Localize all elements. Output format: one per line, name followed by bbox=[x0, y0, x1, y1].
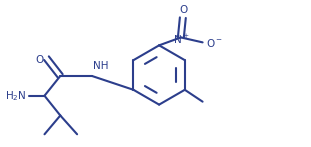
Text: N$^+$: N$^+$ bbox=[173, 33, 189, 46]
Text: O$^-$: O$^-$ bbox=[206, 37, 223, 49]
Text: NH: NH bbox=[93, 61, 109, 71]
Text: O: O bbox=[35, 55, 44, 65]
Text: H$_2$N: H$_2$N bbox=[5, 89, 27, 103]
Text: O: O bbox=[180, 5, 188, 15]
